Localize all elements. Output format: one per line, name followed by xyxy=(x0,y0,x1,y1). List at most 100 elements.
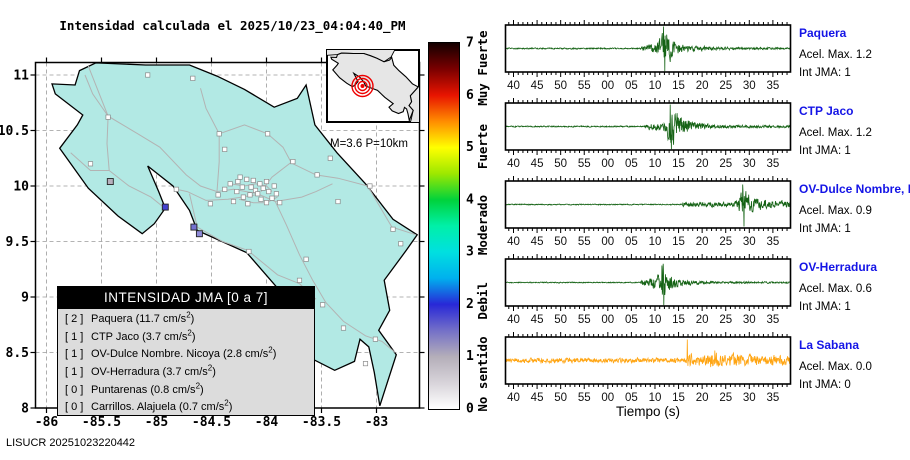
waveform-panel-3: 40 45 50 55 00 05 10 15 20 25 30 35 xyxy=(504,176,792,248)
colorbar-tick-label: 0 xyxy=(466,402,474,417)
waveform-tick-label: 45 xyxy=(531,392,544,404)
station-marker xyxy=(230,198,237,205)
waveform-tick-label: 30 xyxy=(743,236,756,248)
station-marker xyxy=(260,185,266,191)
waveform-tick-label: 00 xyxy=(601,158,614,170)
lat-axis-label: 8.5 xyxy=(6,346,29,361)
station-int-jma: Int JMA: 0 xyxy=(799,379,851,391)
station-info-column: Paquera Acel. Max. 1.2 Int JMA: 1 CTP Jaco A… xyxy=(799,0,910,460)
waveform-trace-1 xyxy=(505,26,791,72)
station-marker xyxy=(244,176,250,182)
station-marker xyxy=(273,191,279,197)
colorbar-category-label: Debil xyxy=(475,282,490,320)
station-marker xyxy=(173,186,179,192)
waveform-panel-1: 40 45 50 55 00 05 10 15 20 25 30 35 xyxy=(504,20,792,92)
station-marker xyxy=(327,155,333,161)
waveform-tick-label: 35 xyxy=(766,236,779,248)
colorbar-category-label: No sentido xyxy=(475,336,490,411)
station-marker xyxy=(255,191,261,197)
station-int-jma: Int JMA: 1 xyxy=(799,145,851,157)
waveform-frame xyxy=(504,336,792,385)
station-marker xyxy=(190,75,196,81)
waveform-tick-label: 05 xyxy=(625,80,638,92)
waveform-tick-label: 40 xyxy=(507,236,520,248)
waveform-tick-label: 25 xyxy=(719,392,732,404)
waveform-tick-label: 15 xyxy=(672,158,685,170)
waveform-tick-label: 15 xyxy=(672,314,685,326)
station-accel-max: Acel. Max. 1.2 xyxy=(799,49,872,61)
station-marker-ov-dulce-nombre-nicoya xyxy=(106,178,114,186)
waveform-tick-label: 45 xyxy=(531,236,544,248)
waveform-tick-label: 25 xyxy=(719,314,732,326)
station-marker xyxy=(314,172,320,178)
legend-row: [ 1 ] OV-Dulce Nombre. Nicoya (2.8 cm/s2) xyxy=(65,345,277,361)
station-marker xyxy=(263,179,270,185)
lon-axis-label: -84 xyxy=(255,415,279,430)
waveform-tick-label: 15 xyxy=(672,236,685,248)
waveform-tick-label: 10 xyxy=(649,314,662,326)
intensity-colorbar xyxy=(428,42,460,410)
station-marker xyxy=(216,131,222,137)
waveform-tick-label: 55 xyxy=(578,314,591,326)
station-marker xyxy=(250,177,256,184)
station-marker xyxy=(222,186,228,192)
waveform-trace-5 xyxy=(505,339,791,368)
waveform-tick-label: 25 xyxy=(719,236,732,248)
station-name: Paquera xyxy=(799,26,847,40)
station-marker xyxy=(247,192,253,198)
station-marker xyxy=(235,179,241,185)
lat-axis-label: 8 xyxy=(21,402,29,417)
station-marker xyxy=(207,201,213,207)
page-title: Intensidad calculada el 2025/10/23_04:04… xyxy=(59,18,406,33)
colorbar-tick-label: 7 xyxy=(466,36,474,51)
station-name: OV-Herradura xyxy=(799,260,878,274)
waveform-tick-label: 15 xyxy=(672,392,685,404)
station-marker xyxy=(362,361,369,367)
waveform-frame xyxy=(504,102,792,151)
waveform-tick-label: 30 xyxy=(743,392,756,404)
waveform-panel-2: 40 45 50 55 00 05 10 15 20 25 30 35 xyxy=(504,98,792,170)
waveform-tick-label: 40 xyxy=(507,158,520,170)
station-marker xyxy=(245,201,251,207)
legend-title: INTENSIDAD JMA [0 a 7] xyxy=(58,287,314,309)
waveform-tick-label: 10 xyxy=(649,80,662,92)
station-marker xyxy=(227,181,233,187)
station-name: OV-Dulce Nombre, Nicoya xyxy=(799,182,910,196)
waveform-tick-label: 50 xyxy=(554,236,567,248)
waveform-tick-label: 50 xyxy=(554,314,567,326)
station-marker xyxy=(240,194,246,200)
waveform-axis-ticks xyxy=(508,332,788,389)
colorbar-tick-label: 2 xyxy=(466,297,474,312)
station-marker xyxy=(320,302,326,308)
colorbar-tick-label: 1 xyxy=(466,349,474,364)
legend-row: [ 0 ] Carrillos. Alajuela (0.7 cm/s2) xyxy=(65,398,233,414)
station-marker xyxy=(215,192,221,198)
station-marker xyxy=(372,336,378,342)
waveform-tick-label: 50 xyxy=(554,80,567,92)
lat-axis-label: 10.5 xyxy=(0,124,29,139)
station-marker xyxy=(248,184,254,190)
waveform-tick-label: 45 xyxy=(531,158,544,170)
inset-map xyxy=(326,49,420,123)
waveform-tick-label: 05 xyxy=(625,158,638,170)
map-plot-area xyxy=(35,62,420,408)
waveform-tick-label: 35 xyxy=(766,80,779,92)
waveform-tick-label: 00 xyxy=(601,392,614,404)
waveform-tick-label: 55 xyxy=(578,80,591,92)
colorbar-category-label: Moderado xyxy=(475,195,490,255)
station-marker-ctp-jaco xyxy=(190,223,198,231)
station-marker xyxy=(303,256,309,262)
waveform-tick-label: 15 xyxy=(672,80,685,92)
waveform-trace-2 xyxy=(505,104,791,150)
epicenter-icon xyxy=(351,74,374,98)
station-marker xyxy=(145,72,151,78)
waveform-tick-label: 10 xyxy=(649,392,662,404)
station-accel-max: Acel. Max. 0.0 xyxy=(799,361,872,373)
waveform-tick-label: 35 xyxy=(766,158,779,170)
colorbar-tick-label: 3 xyxy=(466,245,474,260)
waveform-tick-label: 45 xyxy=(531,80,544,92)
waveform-tick-label: 00 xyxy=(601,80,614,92)
waveform-trace-4 xyxy=(505,263,791,306)
waveform-tick-label: 20 xyxy=(696,392,709,404)
